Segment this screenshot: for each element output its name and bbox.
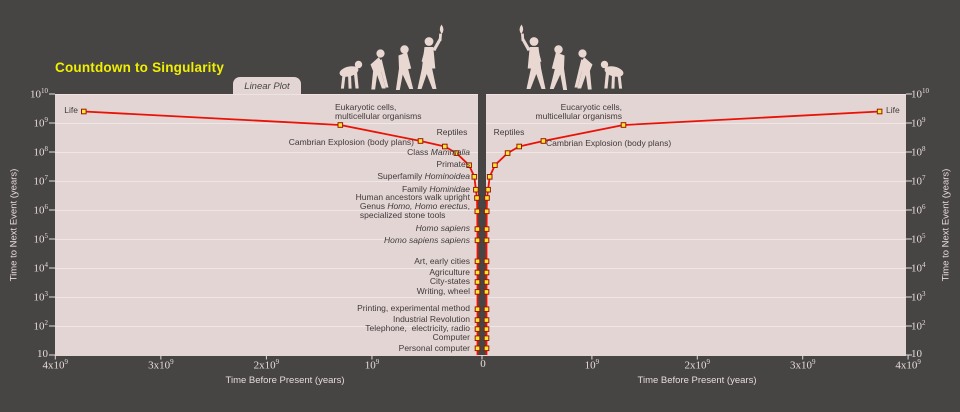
y-tick-label: 103 bbox=[33, 290, 49, 304]
event-label-homo-sapiens: Homo sapiens bbox=[415, 223, 470, 234]
event-label-family-hominidae: Family Hominidae bbox=[401, 183, 470, 194]
event-label-eukaryotic-cells: Eucaryotic cells, multicellular organisms bbox=[535, 101, 622, 121]
x-tick-label: 2x109 bbox=[253, 358, 280, 372]
event-label-writing-wheel: Writing, wheel bbox=[416, 286, 470, 297]
event-label-art-early-cities: Art, early cities bbox=[414, 255, 470, 266]
event-label-agriculture: Agriculture bbox=[429, 266, 470, 277]
event-label-primates: Primates bbox=[436, 159, 470, 170]
y-tick-label: 102 bbox=[911, 319, 926, 333]
y-tick-label: 105 bbox=[911, 232, 926, 246]
event-label-printing-experimental-method: Printing, experimental method bbox=[357, 303, 470, 314]
x-tick-label: 4x109 bbox=[895, 358, 921, 372]
y-tick-label: 104 bbox=[33, 261, 49, 275]
event-label-life: Life bbox=[886, 105, 900, 116]
event-label-life: Life bbox=[64, 105, 78, 116]
y-tick-label: 1010 bbox=[911, 87, 929, 101]
event-label-personal-computer: Personal computer bbox=[398, 342, 470, 353]
event-label-class-mammalia: Class Mammalia bbox=[407, 147, 470, 158]
event-label-homo-sapiens-sapiens: Homo sapiens sapiens bbox=[384, 234, 470, 245]
event-label-industrial-revolution: Industrial Revolution bbox=[392, 314, 470, 325]
event-label-eukaryotic-cells: Eukaryotic cells, multicellular organisms bbox=[335, 101, 422, 121]
x-tick-label-zero: 0 bbox=[480, 358, 486, 370]
y-tick-label: 109 bbox=[33, 116, 49, 130]
y-tick-label: 107 bbox=[33, 174, 49, 188]
event-label-reptiles: Reptiles bbox=[493, 127, 525, 138]
chart-title: Countdown to Singularity bbox=[55, 60, 225, 75]
y-tick-label: 10 bbox=[911, 348, 922, 360]
x-axis-title-right: Time Before Present (years) bbox=[637, 375, 757, 386]
event-label-superfamily-hominoidea: Superfamily Hominoidea bbox=[377, 171, 470, 181]
y-tick-label: 10 bbox=[37, 348, 48, 360]
x-axis-title-left: Time Before Present (years) bbox=[225, 375, 345, 386]
y-tick-label: 106 bbox=[911, 203, 926, 217]
y-tick-label: 105 bbox=[33, 232, 49, 246]
y-tick-label: 1010 bbox=[30, 87, 48, 101]
y-tick-label: 103 bbox=[911, 290, 926, 304]
y-tick-label: 108 bbox=[911, 145, 926, 159]
y-axis-title-left: Time to Next Event (years) bbox=[8, 168, 20, 282]
x-tick-label: 2x109 bbox=[684, 358, 711, 372]
x-tick-label: 109 bbox=[584, 358, 600, 372]
event-label-city-states: City-states bbox=[429, 276, 470, 287]
event-label-telephone-electricity-radio: Telephone, electricity, radio bbox=[365, 323, 470, 334]
y-tick-label: 108 bbox=[33, 145, 49, 159]
event-label-reptiles: Reptiles bbox=[436, 127, 468, 138]
evolution-march-right-icon bbox=[519, 24, 625, 90]
evolution-march-left-icon bbox=[339, 24, 444, 90]
x-tick-label: 3x109 bbox=[148, 358, 174, 372]
y-tick-label: 104 bbox=[911, 261, 926, 275]
y-tick-label: 107 bbox=[911, 174, 926, 188]
x-tick-label: 3x109 bbox=[789, 358, 816, 372]
event-label-human-ancestors-walk-upright: Human ancestors walk upright bbox=[355, 192, 470, 203]
event-label-cambrian-explosion: Cambrian Explosion (body plans) bbox=[288, 137, 414, 148]
y-tick-label: 106 bbox=[33, 203, 49, 217]
x-tick-label: 109 bbox=[364, 358, 380, 372]
event-label-genus-homo: Genus Homo, Homo erectus, specialized sto… bbox=[359, 200, 470, 221]
event-label-cambrian-explosion: Cambrian Explosion (body plans) bbox=[546, 138, 672, 149]
y-axis-title-right: Time to Next Event (years) bbox=[940, 168, 952, 282]
y-tick-label: 109 bbox=[911, 116, 926, 130]
center-divider bbox=[478, 85, 486, 355]
y-tick-label: 102 bbox=[33, 319, 49, 333]
linear-plot-label: Linear Plot bbox=[244, 80, 290, 92]
x-tick-label: 4x109 bbox=[42, 358, 69, 372]
linear-plot-tab: Linear Plot bbox=[233, 77, 301, 95]
event-label-computer: Computer bbox=[432, 332, 470, 343]
